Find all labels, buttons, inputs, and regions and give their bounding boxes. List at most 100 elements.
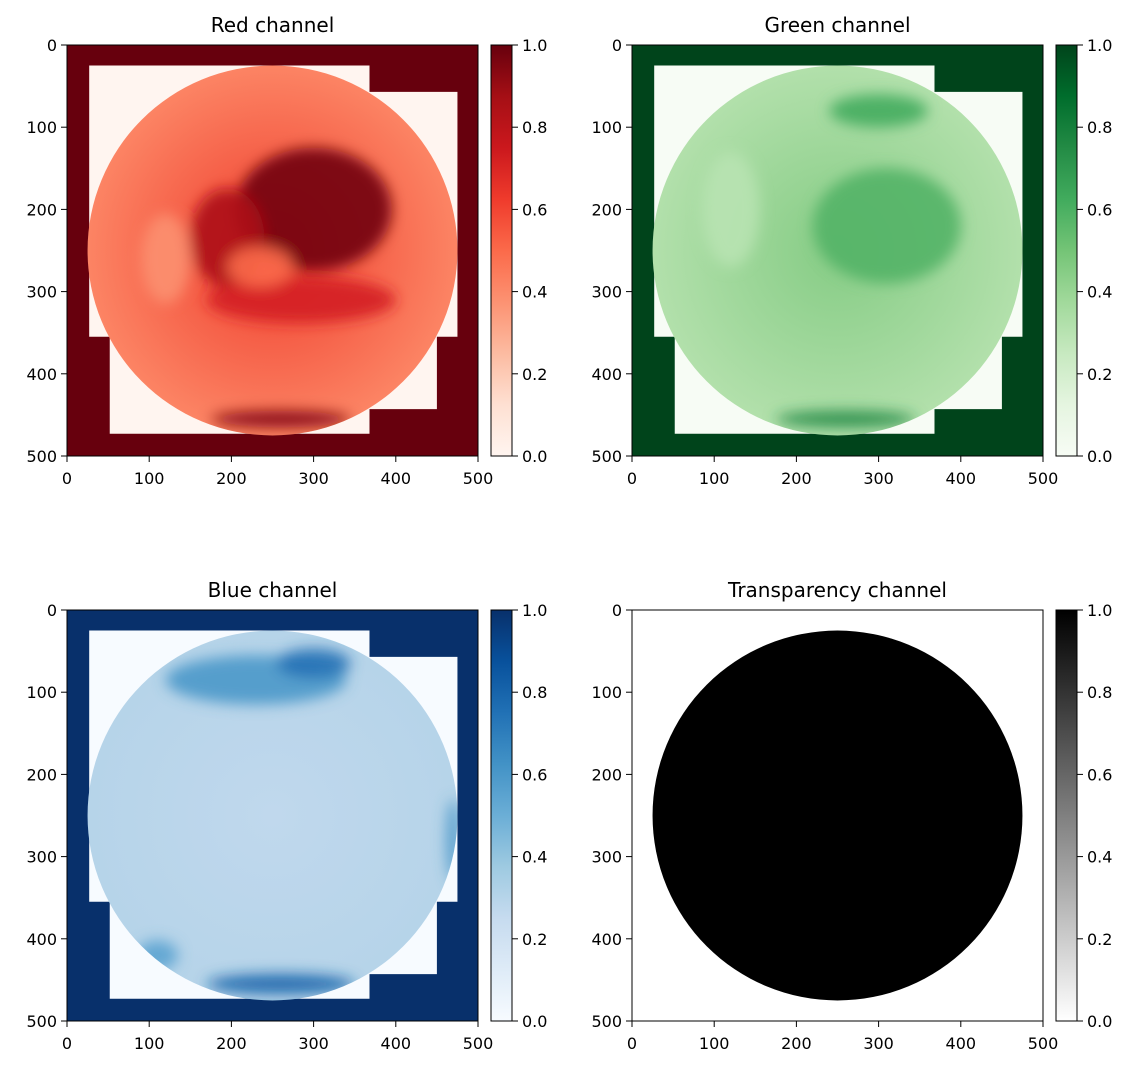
chart-title: Green channel [764, 13, 910, 37]
x-tick-label: 200 [216, 1034, 247, 1053]
surface-feature [829, 94, 928, 128]
colorbar-tick-label: 0.4 [522, 848, 547, 867]
colorbar-tick-label: 1.0 [522, 601, 547, 620]
x-tick-label: 0 [627, 1034, 637, 1053]
chart-title: Transparency channel [727, 578, 947, 602]
colorbar-tick-label: 0.2 [522, 930, 547, 949]
surface-feature [210, 410, 351, 428]
panel-2: Green channel 0 100 200 300 400 500 0 100 200 300 4… [591, 13, 1112, 488]
planet-disk [652, 630, 1023, 1001]
x-tick-label: 100 [699, 1034, 730, 1053]
surface-feature [227, 246, 294, 288]
y-tick-label: 0 [47, 36, 57, 55]
x-tick-label: 100 [134, 1034, 165, 1053]
x-tick-label: 0 [62, 1034, 72, 1053]
surface-feature [206, 974, 355, 994]
surface-feature [812, 168, 961, 284]
x-tick-label: 100 [699, 469, 730, 488]
colorbar-tick-label: 0.0 [522, 447, 547, 466]
y-tick-label: 400 [591, 930, 622, 949]
colorbar [490, 609, 513, 1022]
colorbar-tick-label: 0.8 [522, 683, 547, 702]
y-tick-label: 100 [26, 118, 57, 137]
surface-feature [775, 410, 916, 428]
image-area [67, 610, 478, 1021]
colorbar-tick-label: 0.8 [522, 118, 547, 137]
y-tick-label: 300 [591, 283, 622, 302]
x-tick-label: 400 [381, 1034, 412, 1053]
colorbar-tick-label: 0.6 [522, 765, 547, 784]
y-tick-label: 400 [591, 365, 622, 384]
x-tick-label: 400 [946, 469, 977, 488]
colorbar-tick-label: 0.4 [522, 283, 547, 302]
y-tick-label: 100 [26, 683, 57, 702]
x-tick-label: 200 [781, 469, 812, 488]
colorbar-tick-label: 0.2 [522, 365, 547, 384]
y-tick-label: 500 [26, 1012, 57, 1031]
x-tick-label: 300 [863, 469, 894, 488]
colorbar-tick-label: 0.6 [1087, 765, 1112, 784]
x-tick-label: 0 [62, 469, 72, 488]
panel-4: Transparency channel 0 100 200 300 400 500 0 100… [591, 578, 1112, 1053]
y-tick-label: 400 [26, 365, 57, 384]
colorbar-tick-label: 0.0 [1087, 447, 1112, 466]
colorbar [1055, 44, 1078, 457]
panel-3: Blue channel 0 100 200 300 400 500 0 100 200 300 40… [26, 578, 547, 1053]
x-tick-label: 500 [1028, 469, 1059, 488]
x-tick-label: 300 [863, 1034, 894, 1053]
surface-feature [701, 151, 760, 267]
surface-feature [235, 147, 392, 272]
colorbar [490, 44, 513, 457]
x-tick-label: 300 [298, 1034, 329, 1053]
y-tick-label: 0 [612, 36, 622, 55]
colorbar-tick-label: 0.2 [1087, 365, 1112, 384]
y-tick-label: 0 [612, 601, 622, 620]
x-tick-label: 200 [216, 469, 247, 488]
x-tick-label: 500 [463, 1034, 494, 1053]
x-tick-label: 200 [781, 1034, 812, 1053]
y-tick-label: 100 [591, 683, 622, 702]
axes-frame [66, 44, 479, 457]
chart-title: Red channel [211, 13, 335, 37]
colorbar [1055, 609, 1078, 1022]
planet-disk [87, 630, 458, 1001]
y-tick-label: 300 [26, 848, 57, 867]
surface-feature [206, 276, 396, 323]
y-tick-label: 500 [591, 1012, 622, 1031]
x-tick-label: 100 [134, 469, 165, 488]
y-tick-label: 500 [591, 447, 622, 466]
y-tick-label: 200 [26, 765, 57, 784]
colorbar-tick-label: 0.8 [1087, 683, 1112, 702]
colorbar-tick-label: 0.2 [1087, 930, 1112, 949]
colorbar-tick-label: 1.0 [522, 36, 547, 55]
chart-title: Blue channel [208, 578, 338, 602]
y-tick-label: 200 [26, 200, 57, 219]
colorbar-tick-label: 0.0 [1087, 1012, 1112, 1031]
y-tick-label: 0 [47, 601, 57, 620]
axes-frame [631, 44, 1044, 457]
image-area [632, 45, 1043, 456]
surface-feature [276, 648, 351, 679]
y-tick-label: 500 [26, 447, 57, 466]
x-tick-label: 0 [627, 469, 637, 488]
x-tick-label: 500 [1028, 1034, 1059, 1053]
colorbar-tick-label: 0.6 [522, 200, 547, 219]
y-tick-label: 200 [591, 765, 622, 784]
image-area [632, 610, 1043, 1021]
y-tick-label: 200 [591, 200, 622, 219]
surface-feature [140, 213, 191, 304]
y-tick-label: 300 [591, 848, 622, 867]
x-tick-label: 300 [298, 469, 329, 488]
x-tick-label: 400 [946, 1034, 977, 1053]
image-area [67, 45, 478, 456]
axes-frame [631, 609, 1044, 1022]
colorbar-tick-label: 1.0 [1087, 36, 1112, 55]
colorbar-tick-label: 0.4 [1087, 283, 1112, 302]
colorbar-tick-label: 0.8 [1087, 118, 1112, 137]
panel-1: Red channel 0 100 200 300 400 500 0 100 200 300 400… [26, 13, 547, 488]
colorbar-tick-label: 0.6 [1087, 200, 1112, 219]
colorbar-tick-label: 1.0 [1087, 601, 1112, 620]
x-tick-label: 400 [381, 469, 412, 488]
colorbar-tick-label: 0.0 [522, 1012, 547, 1031]
